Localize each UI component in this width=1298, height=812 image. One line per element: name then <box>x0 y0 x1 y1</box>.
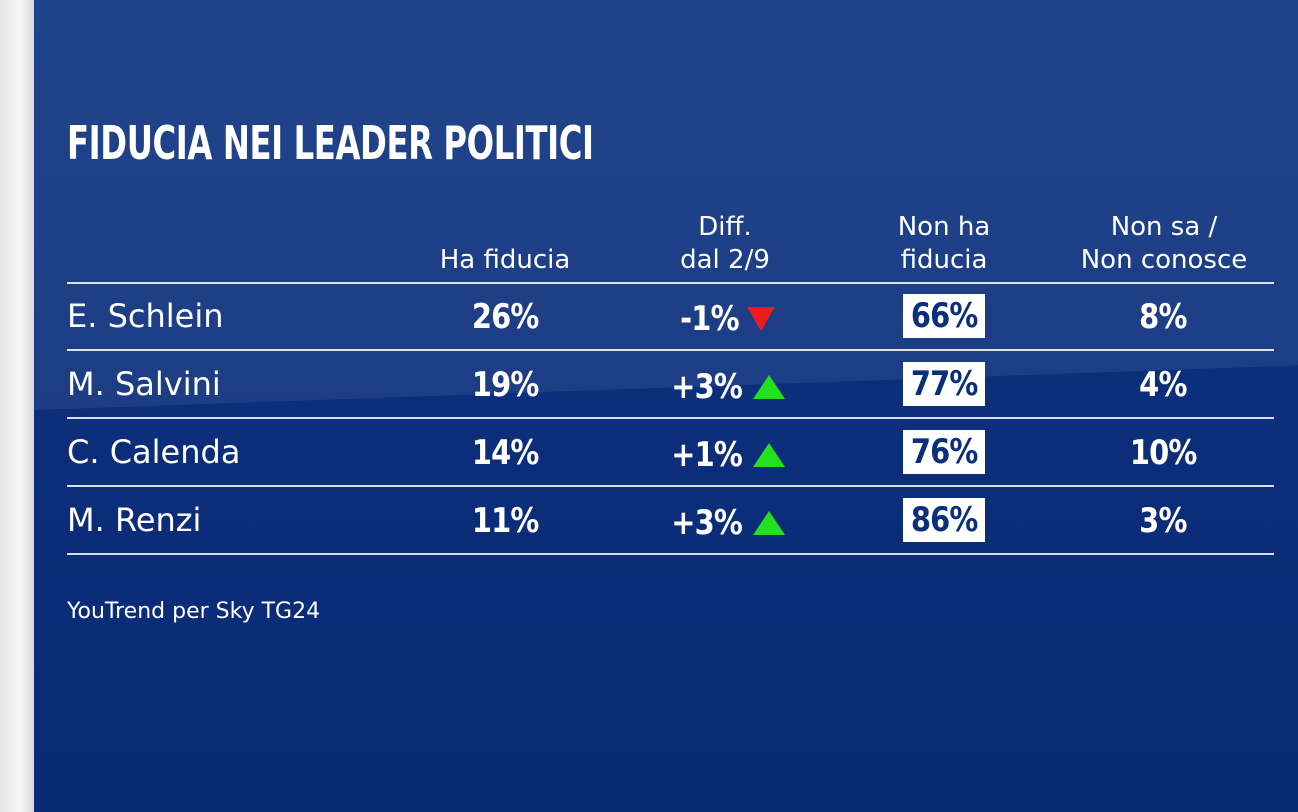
cell-non-sa: 10% <box>1063 433 1263 473</box>
cell-diff: -1% <box>625 297 825 339</box>
cell-ha-fiducia: 26% <box>405 297 605 337</box>
row-name: M. Renzi <box>67 501 202 539</box>
chart-title: FIDUCIA NEI LEADER POLITICI <box>67 116 594 170</box>
cell-non-sa: 4% <box>1063 365 1263 405</box>
cell-non-ha-fiducia: 77% <box>903 362 985 406</box>
column-header-line: Ha fiducia <box>439 245 571 275</box>
column-header-diff: Diff. dal 2/9 <box>620 211 830 277</box>
cell-value: +1% <box>671 434 744 475</box>
cell-value: 76% <box>910 432 978 472</box>
cell-value: 11% <box>471 501 539 541</box>
cell-non-ha-fiducia: 76% <box>903 430 985 474</box>
cell-value: 26% <box>471 297 539 337</box>
trend-up-icon <box>752 374 785 399</box>
column-header-line: fiducia <box>900 245 988 275</box>
cell-value: 77% <box>910 364 978 404</box>
column-header-line: Diff. <box>698 212 752 242</box>
cell-diff: +1% <box>625 433 825 475</box>
table-divider <box>67 485 1274 487</box>
column-header-line <box>400 211 610 244</box>
cell-value: +3% <box>671 366 744 407</box>
cell-ha-fiducia: 14% <box>405 433 605 473</box>
column-header-line: Non conosce <box>1080 245 1248 275</box>
cell-non-sa: 8% <box>1063 297 1263 337</box>
cell-ha-fiducia: 19% <box>405 365 605 405</box>
table-divider <box>67 282 1274 284</box>
left-edge-strip <box>0 0 34 812</box>
cell-value: -1% <box>679 298 739 339</box>
table-divider <box>67 417 1274 419</box>
trend-up-icon <box>752 510 785 535</box>
cell-value: 4% <box>1139 365 1187 405</box>
source-note: YouTrend per Sky TG24 <box>67 599 321 624</box>
cell-diff: +3% <box>625 365 825 407</box>
trend-down-icon <box>747 306 776 331</box>
cell-value: 8% <box>1139 297 1187 337</box>
column-header-non-ha-fiducia: Non ha fiducia <box>839 211 1049 277</box>
cell-value: 14% <box>471 433 539 473</box>
row-name: E. Schlein <box>67 297 224 335</box>
table-divider <box>67 553 1274 555</box>
cell-value: 3% <box>1139 501 1187 541</box>
cell-value: +3% <box>671 502 744 543</box>
cell-diff: +3% <box>625 501 825 543</box>
cell-non-ha-fiducia: 66% <box>903 294 985 338</box>
column-header-line: dal 2/9 <box>680 245 770 275</box>
column-header-line: Non ha <box>897 212 991 242</box>
row-name: M. Salvini <box>67 365 221 403</box>
cell-non-sa: 3% <box>1063 501 1263 541</box>
column-header-non-sa: Non sa / Non conosce <box>1059 211 1269 277</box>
cell-non-ha-fiducia: 86% <box>903 498 985 542</box>
cell-value: 66% <box>910 296 978 336</box>
table-divider <box>67 349 1274 351</box>
cell-value: 19% <box>471 365 539 405</box>
cell-value: 10% <box>1129 433 1197 473</box>
cell-value: 86% <box>910 500 978 540</box>
cell-ha-fiducia: 11% <box>405 501 605 541</box>
row-name: C. Calenda <box>67 433 241 471</box>
trend-up-icon <box>752 442 785 467</box>
column-header-ha-fiducia: Ha fiducia <box>400 211 610 277</box>
column-header-line: Non sa / <box>1110 212 1218 242</box>
